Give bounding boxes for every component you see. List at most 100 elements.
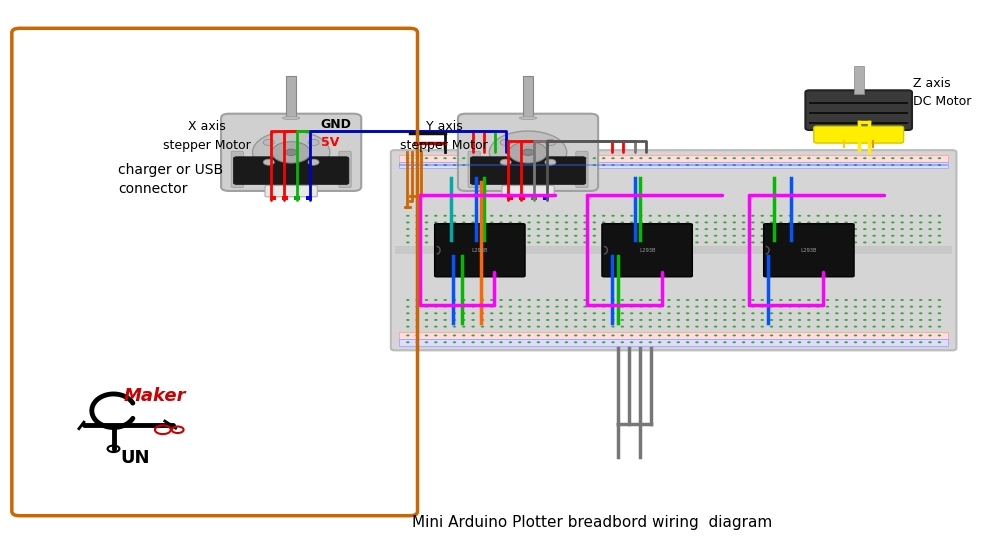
Circle shape — [890, 228, 893, 230]
Circle shape — [769, 235, 773, 237]
Circle shape — [675, 164, 679, 166]
Circle shape — [834, 157, 838, 159]
Circle shape — [620, 157, 623, 159]
Circle shape — [685, 157, 688, 159]
Circle shape — [271, 141, 311, 163]
Circle shape — [918, 228, 922, 230]
Circle shape — [453, 326, 456, 327]
Circle shape — [480, 306, 484, 307]
Circle shape — [610, 341, 614, 343]
Circle shape — [564, 215, 568, 217]
Circle shape — [928, 319, 931, 321]
Circle shape — [629, 299, 633, 301]
Circle shape — [844, 312, 847, 314]
Circle shape — [518, 242, 521, 243]
Circle shape — [461, 157, 465, 159]
Circle shape — [405, 306, 409, 307]
Circle shape — [461, 164, 465, 166]
Circle shape — [713, 235, 717, 237]
Circle shape — [807, 341, 810, 343]
Circle shape — [471, 235, 474, 237]
Circle shape — [769, 228, 773, 230]
Circle shape — [415, 335, 418, 336]
Circle shape — [461, 242, 465, 243]
Circle shape — [527, 306, 530, 307]
Circle shape — [667, 335, 670, 336]
Circle shape — [518, 164, 521, 166]
Circle shape — [778, 299, 782, 301]
Circle shape — [825, 306, 828, 307]
Circle shape — [461, 299, 465, 301]
Circle shape — [658, 242, 661, 243]
Bar — [270, 195, 276, 200]
Circle shape — [825, 326, 828, 327]
Circle shape — [443, 319, 447, 321]
Circle shape — [667, 312, 670, 314]
Circle shape — [610, 228, 614, 230]
Circle shape — [518, 299, 521, 301]
Circle shape — [480, 164, 484, 166]
Circle shape — [759, 215, 763, 217]
Circle shape — [527, 299, 530, 301]
Circle shape — [434, 335, 437, 336]
Circle shape — [639, 319, 642, 321]
Circle shape — [443, 221, 447, 224]
Circle shape — [890, 164, 893, 166]
Circle shape — [825, 335, 828, 336]
Circle shape — [759, 228, 763, 230]
Circle shape — [937, 312, 941, 314]
Circle shape — [844, 242, 847, 243]
Circle shape — [629, 341, 633, 343]
Circle shape — [499, 319, 502, 321]
Circle shape — [732, 306, 736, 307]
Circle shape — [480, 299, 484, 301]
Circle shape — [788, 326, 791, 327]
Circle shape — [415, 164, 418, 166]
Circle shape — [807, 299, 810, 301]
Circle shape — [713, 157, 717, 159]
Circle shape — [583, 335, 587, 336]
Circle shape — [601, 335, 604, 336]
Circle shape — [788, 306, 791, 307]
Circle shape — [694, 235, 698, 237]
Circle shape — [480, 215, 484, 217]
Circle shape — [480, 341, 484, 343]
Circle shape — [527, 335, 530, 336]
Circle shape — [434, 319, 437, 321]
Circle shape — [713, 312, 717, 314]
Circle shape — [658, 215, 661, 217]
Circle shape — [601, 242, 604, 243]
Circle shape — [675, 341, 679, 343]
Circle shape — [415, 341, 418, 343]
Circle shape — [573, 312, 577, 314]
Circle shape — [862, 335, 866, 336]
Circle shape — [545, 341, 549, 343]
Circle shape — [489, 157, 493, 159]
Circle shape — [471, 312, 474, 314]
Circle shape — [592, 242, 596, 243]
Circle shape — [685, 228, 688, 230]
Circle shape — [909, 306, 912, 307]
Circle shape — [592, 335, 596, 336]
Circle shape — [648, 299, 652, 301]
Circle shape — [424, 335, 428, 336]
FancyBboxPatch shape — [231, 151, 244, 188]
Circle shape — [834, 299, 838, 301]
Circle shape — [741, 164, 744, 166]
Circle shape — [629, 228, 633, 230]
Circle shape — [583, 326, 587, 327]
Circle shape — [797, 312, 801, 314]
Circle shape — [825, 215, 828, 217]
Circle shape — [732, 157, 736, 159]
Circle shape — [909, 335, 912, 336]
Circle shape — [583, 319, 587, 321]
Circle shape — [890, 242, 893, 243]
Circle shape — [797, 228, 801, 230]
Circle shape — [928, 312, 931, 314]
Circle shape — [797, 335, 801, 336]
Circle shape — [704, 312, 707, 314]
Circle shape — [592, 312, 596, 314]
Circle shape — [667, 157, 670, 159]
Circle shape — [732, 326, 736, 327]
Circle shape — [759, 235, 763, 237]
